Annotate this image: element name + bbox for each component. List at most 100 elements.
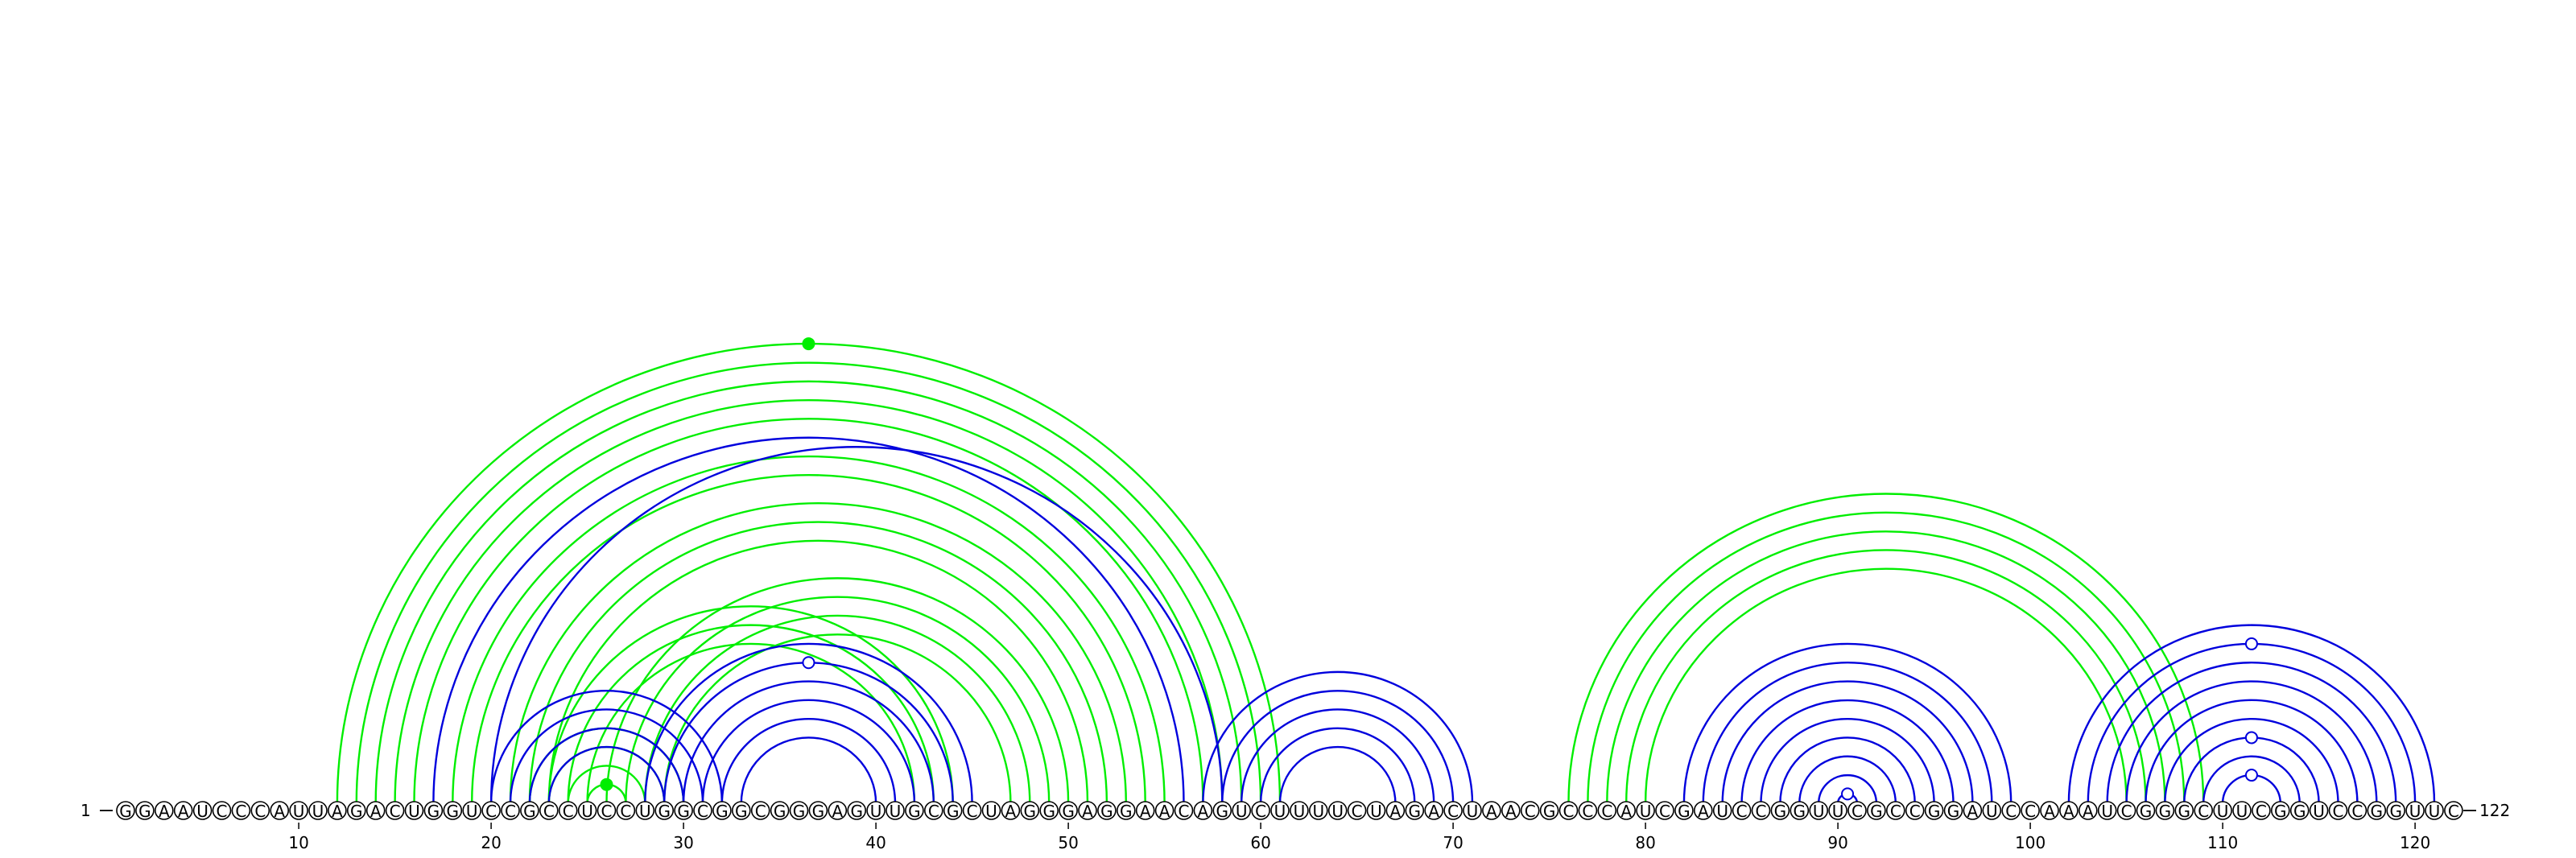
nucleotide-circle-33 <box>731 801 751 820</box>
green-arc-24-28 <box>567 765 646 804</box>
nucleotide-78: C <box>1597 801 1617 821</box>
blue-arc-82-99 <box>1682 642 2013 804</box>
nucleotide-circle-36 <box>789 801 809 820</box>
nucleotide-circle-85 <box>1732 801 1752 820</box>
nucleotide-60: C <box>1251 801 1270 821</box>
blue-arc-105-118 <box>2125 680 2378 804</box>
blue-arc-61-67 <box>1278 745 1397 804</box>
nucleotide-letter-6: C <box>217 802 228 821</box>
nucleotide-letter-102: A <box>2063 802 2074 821</box>
nucleotide-circle-56 <box>1174 801 1194 820</box>
nucleotide-circle-35 <box>770 801 790 820</box>
nucleotide-circle-8 <box>250 801 270 820</box>
nucleotide-letter-119: G <box>2389 802 2402 821</box>
nucleotide-circle-64 <box>1327 801 1348 820</box>
nucleotide-letter-29: G <box>658 802 671 821</box>
nucleotide-circle-34 <box>750 801 770 820</box>
nucleotide-circle-21 <box>501 801 520 820</box>
blue-arc-20-58 <box>489 446 1224 804</box>
green-arc-76-109 <box>1567 493 2205 804</box>
pair-marker-12-61 <box>802 337 815 351</box>
nucleotide-14: A <box>365 801 386 821</box>
nucleotide-letter-42: G <box>908 802 921 821</box>
nucleotide-letter-91: C <box>1852 802 1863 821</box>
blue-arc-20-32 <box>489 689 724 804</box>
nucleotide-letter-85: C <box>1736 802 1748 821</box>
nucleotide-121: U <box>2425 801 2444 821</box>
nucleotide-4: A <box>173 801 193 821</box>
nucleotide-circle-89 <box>1809 801 1828 820</box>
nucleotide-letter-121: U <box>2429 802 2441 821</box>
nucleotide-circle-114 <box>2289 801 2310 820</box>
nucleotide-circle-91 <box>1847 801 1867 820</box>
blue-arc-33-40 <box>740 736 877 804</box>
nucleotide-99: C <box>2001 801 2021 821</box>
nucleotide-letter-74: C <box>1525 802 1536 821</box>
nucleotide-circle-45 <box>962 801 982 820</box>
nucleotide-circle-71 <box>1463 801 1482 820</box>
nucleotide-letter-40: U <box>870 802 882 821</box>
nucleotide-circle-12 <box>328 801 347 820</box>
nucleotide-42: G <box>905 801 924 821</box>
nucleotide-circle-84 <box>1712 801 1732 820</box>
nucleotide-19: U <box>462 801 482 821</box>
nucleotide-letter-59: U <box>1236 802 1248 821</box>
nucleotide-letter-87: G <box>1774 802 1787 821</box>
green-arc-26-50 <box>605 577 1070 804</box>
green-arc-77-108 <box>1587 511 2186 804</box>
nucleotide-circle-42 <box>905 801 924 820</box>
nucleotide-circle-68 <box>1405 801 1425 820</box>
nucleotide-circle-38 <box>828 801 848 820</box>
nucleotide-47: A <box>1001 801 1021 821</box>
nucleotide-circle-72 <box>1482 801 1501 820</box>
nucleotide-120: U <box>2405 801 2425 821</box>
nucleotide-114: G <box>2289 801 2310 821</box>
nucleotide-letter-43: C <box>928 802 939 821</box>
nucleotide-circle-13 <box>346 801 366 820</box>
nucleotide-letter-23: C <box>543 802 555 821</box>
nucleotide-6: C <box>212 801 232 821</box>
green-arc-15-58 <box>394 398 1224 804</box>
green-arc-78-107 <box>1606 530 2166 804</box>
nucleotide-circle-16 <box>404 801 424 820</box>
nucleotide-circle-6 <box>212 801 232 820</box>
nucleotide-letter-46: U <box>985 802 997 821</box>
nucleotide-circle-18 <box>443 801 463 820</box>
nucleotide-29: G <box>654 801 675 821</box>
nucleotide-92: G <box>1867 801 1886 821</box>
nucleotide-circle-105 <box>2116 801 2136 820</box>
nucleotide-67: A <box>1385 801 1406 821</box>
nucleotide-circle-66 <box>1366 801 1386 820</box>
nucleotide-39: G <box>847 801 866 821</box>
tick-label-50: 50 <box>1058 833 1078 852</box>
nucleotide-circle-108 <box>2174 801 2194 820</box>
nucleotide-letter-117: C <box>2351 802 2363 821</box>
nucleotide-15: C <box>385 801 405 821</box>
nucleotide-3: A <box>155 801 174 821</box>
nucleotide-27: C <box>616 801 636 821</box>
nucleotide-circle-37 <box>808 801 828 820</box>
nucleotide-circle-58 <box>1212 801 1232 820</box>
tick-label-90: 90 <box>1827 833 1847 852</box>
green-arc-24-43 <box>567 624 935 804</box>
nucleotide-circle-102 <box>2059 801 2079 820</box>
nucleotide-111: U <box>2232 801 2252 821</box>
green-arc-29-47 <box>663 633 1012 804</box>
nucleotide-circle-31 <box>693 801 712 820</box>
green-arc-16-57 <box>413 418 1204 804</box>
nucleotide-letter-105: C <box>2121 802 2132 821</box>
nucleotide-letter-108: G <box>2178 802 2191 821</box>
nucleotide-circle-77 <box>1578 801 1598 820</box>
nucleotide-26: C <box>597 801 617 821</box>
nucleotide-circle-118 <box>2367 801 2387 820</box>
nucleotide-letter-67: A <box>1390 802 1402 821</box>
nucleotide-circle-29 <box>654 801 675 820</box>
nucleotide-letter-116: C <box>2333 802 2344 821</box>
nucleotide-13: G <box>346 801 366 821</box>
nucleotide-36: G <box>789 801 809 821</box>
nucleotide-circle-117 <box>2347 801 2368 820</box>
nucleotide-letter-28: U <box>639 802 651 821</box>
nucleotide-circle-119 <box>2386 801 2405 820</box>
nucleotide-69: A <box>1424 801 1443 821</box>
